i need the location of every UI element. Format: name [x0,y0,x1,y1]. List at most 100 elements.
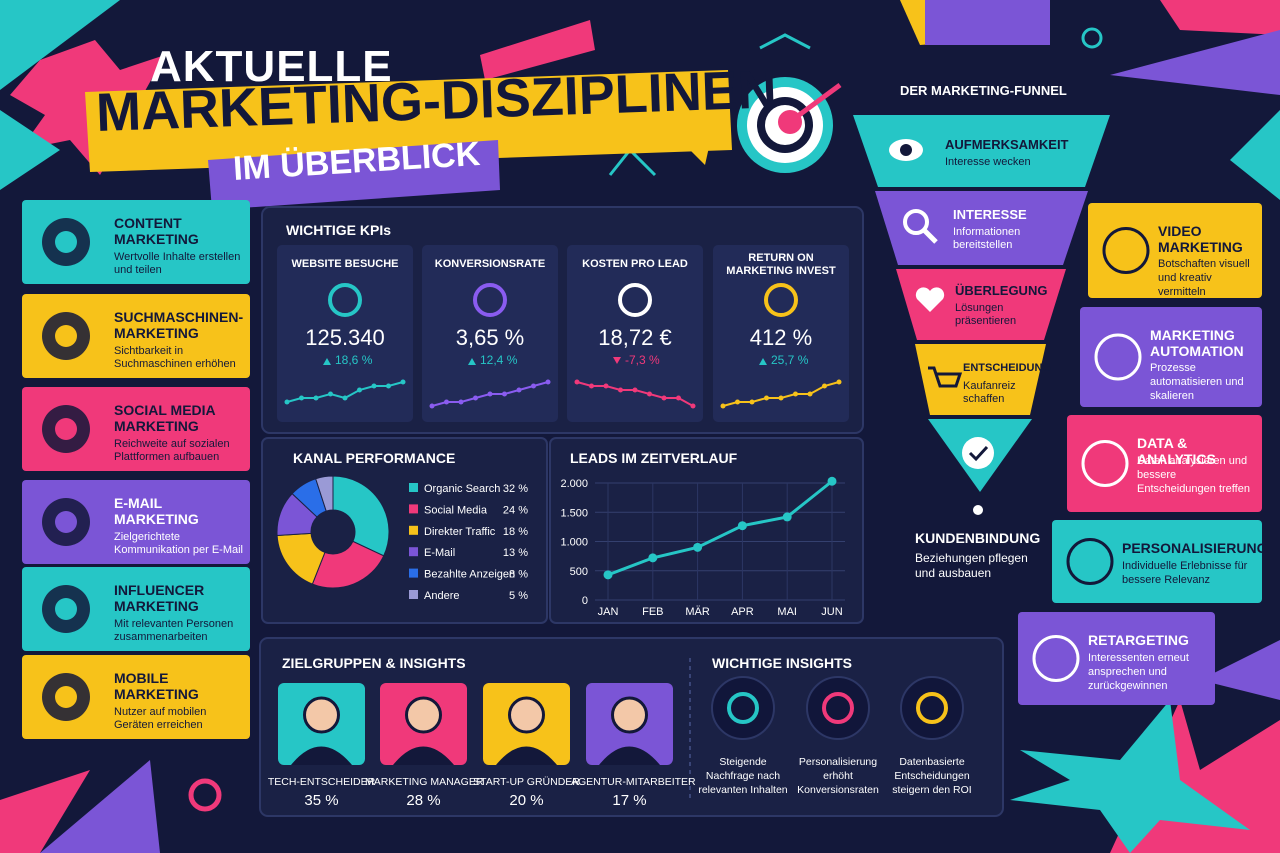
insight-icon [806,676,870,740]
discipline-icon [1094,333,1142,381]
deco [1230,110,1280,200]
legend-label: E-Mail [424,547,455,559]
line-point [827,476,837,486]
sparkline-point [764,395,769,401]
title-line: AKTUELLE [150,42,393,91]
y-tick-label: 2.000 [560,478,588,490]
discipline-text: Wertvolle Inhalte erstellen und teilen [114,251,241,277]
check-icon [962,437,994,469]
value-label: 32 % [503,483,528,495]
change-arrow [613,357,621,364]
value-label: 13 % [503,547,528,559]
x-tick-label: FEB [642,606,663,618]
panel-title: KANAL PERFORMANCE [293,450,456,466]
donut-segment [315,475,334,512]
legend-swatch [409,590,418,599]
persona-body [291,746,352,765]
sparkline-point [632,387,638,393]
funnel-stage-title: INTERESSE [953,207,1027,222]
sparkline-point [313,395,319,401]
discipline-title: SUCHMASCHINEN-MARKETING [114,309,244,342]
discipline-text: Individuelle Erlebnisse für bessere Rele… [1122,560,1248,586]
sparkline-point [793,391,798,397]
sparkline-point [603,383,609,389]
sparkline-point [473,395,478,401]
sparkline-point [444,399,449,405]
kpi-card [277,245,413,422]
insight-text: Datenbasierte Entscheidungen steigern de… [892,756,972,797]
sparkline-point [720,403,726,409]
discipline-card [22,480,250,564]
discipline-card [22,567,250,651]
x-tick-label: MAI [777,606,797,618]
search-icon [922,228,938,244]
discipline-icon [55,325,77,347]
sparkline-point [690,403,696,409]
legend-label: Social Media [424,504,488,516]
discipline-icon [55,418,77,440]
legend-label: Direkter Traffic [424,526,496,538]
heart-icon [915,287,945,312]
discipline-icon [1081,440,1129,487]
title-banner [85,70,732,172]
discipline-icon [55,511,77,533]
insight-icon [900,676,964,740]
donut-segment [311,540,385,589]
funnel-stage [853,115,1110,187]
discipline-text: Zielgerichtete Kommunikation per E-Mail [114,531,243,557]
discipline-text: Prozesse automatisieren und skalieren [1150,362,1244,402]
value-label: 24 % [503,504,528,516]
kpi-label: KOSTEN PRO LEAD [582,258,688,270]
discipline-icon [55,598,77,620]
discipline-icon [55,231,77,253]
retention-text: Beziehungen pflegen und ausbauen [915,551,1028,580]
persona-share: 17 % [612,792,647,809]
funnel-stage-title: ÜBERLEGUNG [955,283,1048,298]
x-tick-label: JAN [598,606,619,618]
discipline-title: CONTENT MARKETING [114,215,199,248]
legend-label: Bezahlte Anzeigen [424,569,515,581]
deco [1200,640,1280,700]
discipline-title: MOBILE MARKETING [114,670,199,703]
kpi-icon [328,283,362,317]
discipline-text: Mit relevanten Personen zusammenarbeiten [114,618,234,644]
panel-title: WICHTIGE KPIs [286,222,392,238]
sparkline-point [574,379,580,385]
discipline-text: Nutzer auf mobilen Geräten erreichen [114,706,207,732]
sparkline-point [822,383,827,389]
deco [759,33,811,50]
deco [1081,27,1103,49]
persona-head [508,696,545,734]
kpi-label: KONVERSIONSRATE [434,258,546,270]
kpi-value: 3,65 % [455,325,525,350]
deco [188,778,222,812]
kpi-change: 18,6 % [335,353,373,367]
kpi-label: WEBSITE BESUCHE [291,258,399,270]
persona-body [599,746,660,765]
sparkline-point [429,403,435,409]
discipline-icon [1102,227,1150,274]
change-arrow [323,358,331,365]
persona-label: TECH-ENTSCHEIDER [267,776,376,788]
sparkline-point [299,395,304,401]
line-point [693,542,703,552]
kpi-label: RETURN ON MARKETING INVEST [726,252,836,277]
sparkline-point [618,387,623,393]
deco [0,0,120,90]
target-arrow [793,82,842,121]
sparkline-point [284,399,290,405]
sparkline-point [328,391,333,397]
sparkline-point [778,395,784,401]
funnel-stage-title: AUFMERKSAMKEIT [945,137,1069,152]
discipline-card [1052,520,1262,603]
change-arrow [759,358,767,365]
discipline-card [1088,203,1262,298]
value-label: 18 % [503,526,528,538]
kpi-change: -7,3 % [625,353,660,367]
persona-body [393,746,454,765]
funnel-stage-text: Lösungen präsentieren [955,302,1017,327]
sparkline-point [647,391,652,397]
deco [0,110,60,190]
